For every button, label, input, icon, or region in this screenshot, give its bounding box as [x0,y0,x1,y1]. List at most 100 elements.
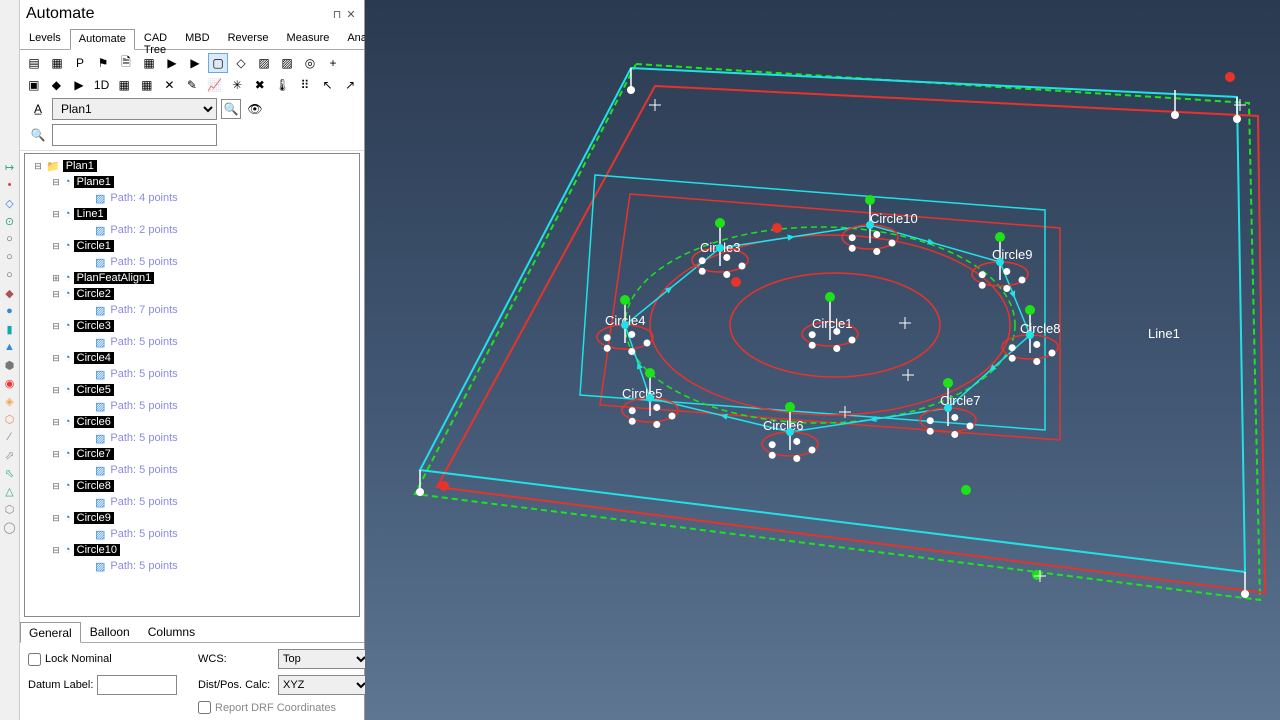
side-tool-9[interactable]: ▮ [3,322,17,336]
tree-item-circle1[interactable]: ⊟◔Circle1 [27,238,357,254]
bottom-tab-balloon[interactable]: Balloon [81,621,139,642]
side-tool-7[interactable]: ◆ [3,286,17,300]
side-tool-8[interactable]: ● [3,304,17,318]
tb2-btn-8[interactable]: 📈 [205,75,225,95]
tree-path: ▨Path: 5 points [27,494,357,510]
tb2-btn-11[interactable]: 🌡 [273,75,293,95]
tb1-btn-7[interactable]: ▶ [185,53,205,73]
tb2-btn-3[interactable]: 1D [92,75,112,95]
tree-item-circle7[interactable]: ⊟◔Circle7 [27,446,357,462]
side-tool-10[interactable]: ▲ [3,340,17,354]
tree-item-circle9[interactable]: ⊟◔Circle9 [27,510,357,526]
tb1-btn-12[interactable]: ◎ [300,53,320,73]
side-tool-13[interactable]: ◈ [3,394,17,408]
a-underline-icon[interactable]: A̲ [28,99,48,119]
tb2-btn-12[interactable]: ⠿ [295,75,315,95]
tree-item-circle4[interactable]: ⊟◔Circle4 [27,350,357,366]
tab-automate[interactable]: Automate [70,29,135,50]
side-tool-11[interactable]: ⬢ [3,358,17,372]
side-tool-18[interactable]: △ [3,484,17,498]
tb2-btn-9[interactable]: ✳ [227,75,247,95]
side-tool-15[interactable]: ∕ [3,430,17,444]
tab-measure[interactable]: Measure [278,28,339,49]
report-drf-checkbox[interactable]: Report DRF Coordinates [198,701,370,714]
search-icon[interactable]: 🔍 [221,99,241,119]
svg-text:Circle6: Circle6 [763,418,803,433]
tb2-btn-5[interactable]: ▦ [137,75,157,95]
side-tool-16[interactable]: ⬀ [3,448,17,462]
tree-item-circle3[interactable]: ⊟◔Circle3 [27,318,357,334]
tb1-btn-8[interactable]: ▢ [208,53,228,73]
side-tool-2[interactable]: ◇ [3,196,17,210]
tb1-btn-6[interactable]: ▶ [162,53,182,73]
tree-path: ▨Path: 5 points [27,366,357,382]
tb1-btn-3[interactable]: ⚑ [93,53,113,73]
svg-text:Circle10: Circle10 [870,211,918,226]
tb2-btn-13[interactable]: ↖ [318,75,338,95]
side-tool-1[interactable]: • [3,178,17,192]
tb1-btn-1[interactable]: ▦ [47,53,67,73]
tb2-btn-0[interactable]: ▣ [24,75,44,95]
automate-panel: Automate ⊓ ✕ LevelsAutomateCAD TreeMBDRe… [20,0,365,720]
tb1-btn-9[interactable]: ◇ [231,53,251,73]
pin-icon[interactable]: ⊓ [330,8,344,21]
plan-select[interactable]: Plan1 [52,98,217,120]
side-tool-17[interactable]: ⬁ [3,466,17,480]
svg-text:Circle1: Circle1 [812,316,852,331]
side-tool-4[interactable]: ○ [3,232,17,246]
bottom-tab-columns[interactable]: Columns [139,621,204,642]
tree-item-plan1[interactable]: ⊟📁Plan1 [27,158,357,174]
close-icon[interactable]: ✕ [344,8,358,21]
side-tool-0[interactable]: ↦ [3,160,17,174]
tb2-btn-4[interactable]: ▦ [114,75,134,95]
tree-item-circle10[interactable]: ⊟◔Circle10 [27,542,357,558]
tree-item-circle2[interactable]: ⊟◔Circle2 [27,286,357,302]
tree-item-line1[interactable]: ⊟◔Line1 [27,206,357,222]
eye-icon[interactable]: 👁 [245,99,265,119]
datum-input[interactable] [97,675,177,695]
tree-item-plane1[interactable]: ⊟◔Plane1 [27,174,357,190]
tree-path: ▨Path: 5 points [27,526,357,542]
filter-input[interactable] [52,124,217,146]
tree-item-circle8[interactable]: ⊟◔Circle8 [27,478,357,494]
side-tool-6[interactable]: ○ [3,268,17,282]
tb1-btn-2[interactable]: P [70,53,90,73]
tree-item-circle5[interactable]: ⊟◔Circle5 [27,382,357,398]
side-tool-20[interactable]: ◯ [3,520,17,534]
tb2-btn-1[interactable]: ◆ [47,75,67,95]
side-tool-14[interactable]: ⬡ [3,412,17,426]
tab-reverse[interactable]: Reverse [219,28,278,49]
side-tool-5[interactable]: ○ [3,250,17,264]
side-tool-12[interactable]: ◉ [3,376,17,390]
tb2-btn-2[interactable]: ▶ [69,75,89,95]
dist-label: Dist/Pos. Calc: [198,679,278,691]
tb2-btn-10[interactable]: ✖ [250,75,270,95]
datum-label: Datum Label: [28,675,198,695]
dist-select[interactable]: XYZ [278,675,370,695]
tb1-btn-0[interactable]: ▤ [24,53,44,73]
side-tool-3[interactable]: ⊙ [3,214,17,228]
tree-path: ▨Path: 7 points [27,302,357,318]
lock-nominal-checkbox[interactable]: Lock Nominal [28,653,198,666]
viewport-3d[interactable]: Circle3Circle10Circle9Circle4Circle1Circ… [365,0,1280,720]
tb1-btn-5[interactable]: ▦ [139,53,159,73]
tab-mbd[interactable]: MBD [176,28,218,49]
tb1-btn-4[interactable]: 🗎 [116,53,136,73]
bottom-tab-general[interactable]: General [20,622,81,643]
tree-path: ▨Path: 4 points [27,190,357,206]
tb2-btn-14[interactable]: ↗ [340,75,360,95]
side-tool-19[interactable]: ⬡ [3,502,17,516]
tb1-btn-11[interactable]: ▨ [277,53,297,73]
feature-tree[interactable]: ⊟📁Plan1⊟◔Plane1▨Path: 4 points⊟◔Line1 ▨Pa… [24,153,360,617]
tb1-btn-10[interactable]: ▨ [254,53,274,73]
tree-item-planfeatalign1[interactable]: ⊞◔PlanFeatAlign1 [27,270,357,286]
filter-search-icon[interactable]: 🔍 [28,125,48,145]
tb2-btn-6[interactable]: ✕ [160,75,180,95]
svg-text:Line1: Line1 [1148,326,1180,341]
tb1-btn-13[interactable]: + [323,53,343,73]
tree-item-circle6[interactable]: ⊟◔Circle6 [27,414,357,430]
tb2-btn-7[interactable]: ✎ [182,75,202,95]
wcs-select[interactable]: Top [278,649,370,669]
tab-cad tree[interactable]: CAD Tree [135,28,176,49]
tab-levels[interactable]: Levels [20,28,70,49]
